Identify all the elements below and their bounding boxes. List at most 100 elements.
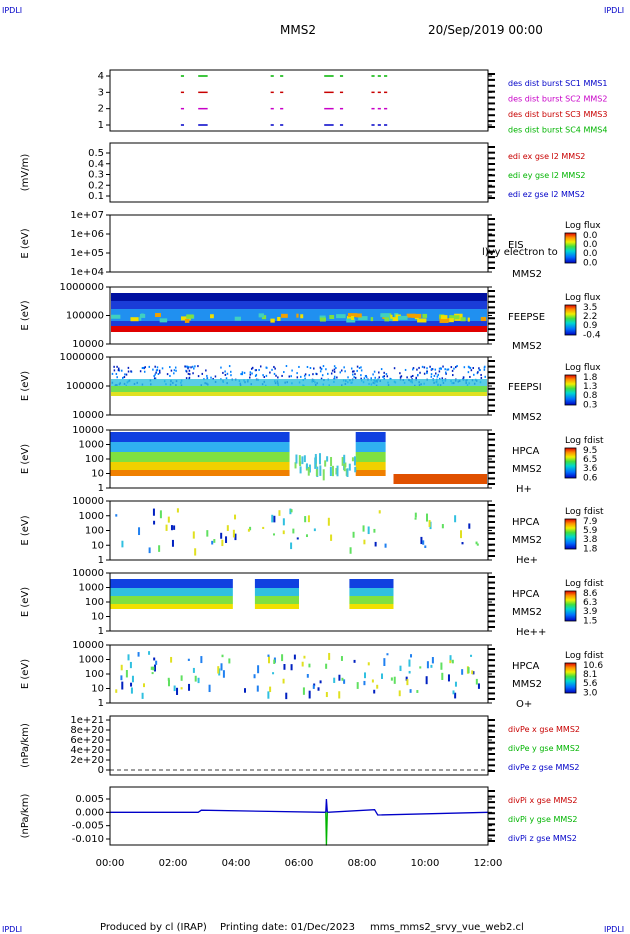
spectrogram-speck <box>288 375 291 378</box>
spectrogram-top <box>254 579 299 588</box>
spectrogram-speck <box>389 377 392 380</box>
spectrogram-speck <box>299 466 302 474</box>
spectrogram-speck <box>278 510 281 516</box>
spectrogram-blob <box>397 315 408 320</box>
spectrogram-mid2 <box>110 452 290 462</box>
spectrogram-speck <box>273 515 276 523</box>
spectrogram-speck <box>251 372 253 375</box>
colorbar-title: Log fdist <box>565 579 604 589</box>
spectrogram-speck <box>306 365 309 368</box>
spectrogram-mid2 <box>254 596 299 604</box>
spectrogram-speck <box>296 372 298 375</box>
spectrogram-speck <box>371 679 374 683</box>
spectrogram-speck <box>410 654 413 658</box>
x-tick-label: 02:00 <box>159 858 188 869</box>
spectrogram-speck <box>152 508 155 516</box>
spectrogram-speck <box>167 677 170 681</box>
spectrogram-speck <box>256 685 259 692</box>
spectrogram-blob <box>329 314 335 319</box>
spectrogram-speck <box>300 375 302 378</box>
spectrogram-speck <box>241 372 243 375</box>
spectrogram-speck <box>367 526 370 535</box>
spectrogram-speck <box>336 468 339 477</box>
spectrogram-speck <box>262 526 265 529</box>
spectrogram-speck <box>142 366 145 369</box>
spectrogram-speck <box>282 678 285 684</box>
spectrogram-speck <box>220 366 222 369</box>
colorbar-title: Log fdist <box>565 651 604 661</box>
spectrogram-speck <box>330 372 333 375</box>
spectrogram-blob <box>139 316 142 321</box>
spectrogram-speck <box>378 510 381 514</box>
spectrogram-speck <box>483 368 486 371</box>
spectrogram-speck <box>475 678 478 685</box>
spectrogram-speck <box>271 368 273 371</box>
spectrogram-mid <box>110 442 290 452</box>
spectrogram-speck <box>447 368 450 371</box>
footer-printing-date: Printing date: 01/Dec/2023 <box>220 922 355 933</box>
spectrogram-speck <box>426 370 428 373</box>
spectrogram-speck <box>330 534 333 541</box>
panel-hpca_h: 10000 1000 100 10 1 E (eV) HPCA MMS2 H+ Log fdist… <box>20 425 604 495</box>
spectrogram-speck <box>353 659 356 663</box>
spectrogram-speck <box>141 366 144 369</box>
spectrogram-speck <box>282 518 285 526</box>
spectrogram-blob <box>386 317 393 322</box>
spectrogram-speck <box>272 672 275 675</box>
spectrogram-speck <box>423 366 426 369</box>
spectrogram-speck <box>173 525 176 530</box>
spectrogram-speck <box>327 372 329 375</box>
spectrogram-speck <box>331 465 334 477</box>
spectrogram-speck <box>435 372 437 375</box>
spectrogram-blob <box>422 313 428 318</box>
spectrogram-speck <box>467 365 470 368</box>
spectrogram-speck <box>289 508 292 515</box>
y-tick-label: 1 <box>98 626 104 637</box>
spectrogram-speck <box>150 666 153 670</box>
spectrogram-speck <box>296 537 299 540</box>
spectrogram-speck <box>232 529 235 538</box>
spectrogram-speck <box>441 377 444 380</box>
spectrogram-speck <box>298 455 301 465</box>
x-tick-label: 12:00 <box>474 858 503 869</box>
spectrogram-speck <box>356 682 359 689</box>
spectrogram-speck <box>187 367 189 370</box>
spectrogram-speck <box>412 367 415 370</box>
colorbar-tick-label: 8.1 <box>583 670 597 680</box>
spectrogram-speck <box>333 377 336 380</box>
spectrogram-speck <box>188 366 190 369</box>
colorbar-title: Log flux <box>565 221 601 231</box>
spectrogram-band <box>111 379 487 387</box>
colorbar <box>564 304 577 336</box>
colorbar-tick-label: 0.0 <box>583 258 598 268</box>
spectrogram-speck <box>383 371 385 374</box>
spectrogram-speck <box>154 373 156 376</box>
spectrogram-speck <box>429 365 431 368</box>
spectrogram-speck <box>317 687 320 691</box>
panel-frame <box>109 142 489 203</box>
spectrogram-speck <box>291 369 293 372</box>
colorbar <box>564 374 577 406</box>
panel-frame <box>109 644 489 704</box>
colorbar-tick-label: 5.9 <box>583 526 598 536</box>
colorbar-tick-label: 1.8 <box>583 544 598 554</box>
spectrogram-speck <box>121 681 124 690</box>
spectrogram-speck <box>222 670 225 678</box>
spectrogram-speck <box>228 365 231 368</box>
spectrogram-speck <box>174 366 177 369</box>
spectrogram-speck <box>283 371 285 374</box>
spectrogram-speck <box>273 365 275 368</box>
y-tick-label: 0.000 <box>75 807 104 818</box>
header-datetime: 20/Sep/2019 00:00 <box>428 23 543 37</box>
spectrogram-speck <box>290 542 293 550</box>
spectrogram-speck <box>426 372 428 375</box>
spectrogram-blob <box>261 315 267 320</box>
spectrogram-speck <box>148 651 151 655</box>
spacecraft-label: MMS2 <box>512 464 542 475</box>
spectrogram-speck <box>390 677 393 681</box>
spectrogram-speck <box>430 664 433 668</box>
spectrogram-speck <box>190 366 192 369</box>
spectrogram-speck <box>409 689 412 693</box>
spectrogram-speck <box>471 670 474 675</box>
